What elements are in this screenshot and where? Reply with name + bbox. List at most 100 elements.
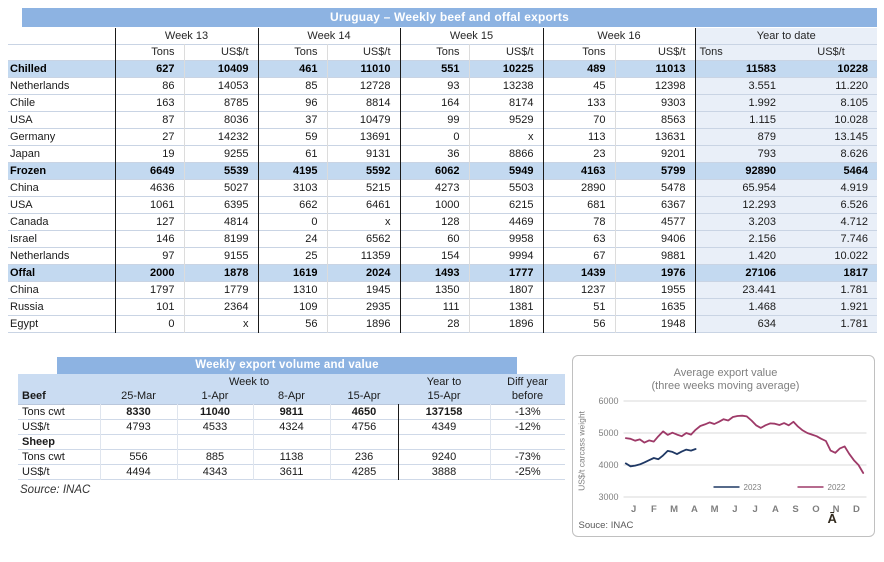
chart-subtitle: (three weeks moving average) (652, 380, 800, 392)
data-cell: 4814 (183, 213, 258, 230)
country-row: Netherlands 97 9155 25 11359 154 9994 67 9881 1.4… (8, 247, 878, 264)
units-header-row: Tons US$/t Tons US$/t Tons US$/t Tons US… (8, 44, 878, 60)
row-label: Offal (8, 264, 115, 281)
data-cell: 2890 (542, 179, 615, 196)
data-cell: 1237 (542, 281, 615, 298)
data-cell: 1619 (257, 264, 327, 281)
row-label: US$/t (22, 420, 50, 433)
volume-table: Week to Year to Diff year Beef 25-Mar 1-… (18, 374, 566, 480)
data-cell: 10409 (183, 60, 258, 77)
y-tick-label: 4000 (598, 460, 618, 470)
data-cell: 1779 (183, 281, 258, 298)
data-cell (329, 434, 399, 449)
country-row: Japan 19 9255 61 9131 36 8866 23 9201 793 8.626 (8, 145, 878, 162)
row-label: Tons cwt (22, 450, 65, 463)
data-cell: 163 (114, 94, 184, 111)
corner-cell (18, 374, 100, 389)
data-cell: 556 (99, 449, 177, 464)
data-cell: 109 (257, 298, 327, 315)
usd-header: US$/t (614, 44, 695, 60)
data-cell: 6649 (114, 162, 184, 179)
chart-source-note: Souce: INAC (579, 520, 634, 531)
data-cell: 1061 (114, 196, 184, 213)
year-to-date-header: Year to date (694, 28, 878, 44)
data-cell: 8563 (614, 111, 695, 128)
data-cell: 3.203 (694, 213, 785, 230)
data-cell: 4.712 (785, 213, 878, 230)
data-cell: 4636 (114, 179, 184, 196)
data-cell: 2024 (326, 264, 400, 281)
data-cell: 14053 (183, 77, 258, 94)
data-cell: 61 (257, 145, 327, 162)
data-cell: 9303 (614, 94, 695, 111)
data-cell: 111 (399, 298, 469, 315)
data-cell: 13691 (326, 128, 400, 145)
data-cell: 8174 (468, 94, 543, 111)
week-14-header: Week 14 (257, 28, 400, 44)
data-cell: 24 (257, 230, 327, 247)
data-cell: 5539 (183, 162, 258, 179)
country-row: Egypt 0 x 56 1896 28 1896 56 1948 634 1.781 (8, 315, 878, 332)
row-label: Tons cwt (22, 405, 65, 418)
data-cell: 1439 (542, 264, 615, 281)
data-cell: -25% (489, 464, 566, 479)
data-cell: 9155 (183, 247, 258, 264)
data-cell: 164 (399, 94, 469, 111)
row-label: Japan (10, 147, 40, 160)
data-cell: 1.921 (785, 298, 878, 315)
data-cell: 6062 (399, 162, 469, 179)
data-cell: 86 (114, 77, 184, 94)
data-cell: 10479 (326, 111, 400, 128)
data-cell: 19 (114, 145, 184, 162)
usd-header: US$/t (183, 44, 258, 60)
data-cell: 59 (257, 128, 327, 145)
data-cell: 8199 (183, 230, 258, 247)
data-cell: 8330 (99, 404, 177, 419)
data-cell (176, 434, 253, 449)
data-cell: 6.526 (785, 196, 878, 213)
data-cell: 85 (257, 77, 327, 94)
category-row: Chilled 627 10409 461 11010 551 10225 489 11013 1… (8, 60, 878, 77)
data-cell: 10228 (785, 60, 878, 77)
data-cell: 4577 (614, 213, 695, 230)
data-cell: 0 (257, 213, 327, 230)
category-row: Offal 2000 1878 1619 2024 1493 1777 1439 1976 271… (8, 264, 878, 281)
section-row: Sheep (18, 434, 566, 449)
data-cell: 5215 (326, 179, 400, 196)
data-cell: 5799 (614, 162, 695, 179)
row-label: Sheep (22, 435, 56, 448)
data-cell: 9958 (468, 230, 543, 247)
data-cell: 4494 (99, 464, 177, 479)
data-cell: 4756 (329, 419, 399, 434)
volume-value-table: Weekly export volume and value Week to Y… (18, 357, 566, 496)
x-tick-label: S (792, 504, 798, 515)
tons-header: Tons (257, 44, 327, 60)
date-header: 25-Mar (121, 390, 156, 403)
data-cell: 11359 (326, 247, 400, 264)
data-cell: 634 (694, 315, 785, 332)
x-tick-label: M (711, 504, 719, 515)
data-cell: 5464 (785, 162, 878, 179)
data-cell: 13631 (614, 128, 695, 145)
before-header: before (511, 390, 544, 403)
x-tick-label: M (670, 504, 678, 515)
row-label: Canada (10, 215, 49, 228)
row-label: Netherlands (10, 249, 70, 262)
country-row: Israel 146 8199 24 6562 60 9958 63 9406 2.156 7.74… (8, 230, 878, 247)
data-cell: 133 (542, 94, 615, 111)
data-cell: 1896 (326, 315, 400, 332)
date-header: 1-Apr (201, 390, 229, 403)
data-cell (397, 434, 491, 449)
chart-title: Average export value (674, 367, 778, 379)
tons-header: Tons (399, 44, 469, 60)
diff-year-header: Diff year (507, 375, 548, 388)
data-cell: 13.145 (785, 128, 878, 145)
data-cell: 12728 (326, 77, 400, 94)
data-cell: 627 (114, 60, 184, 77)
data-cell: 1948 (614, 315, 695, 332)
y-tick-label: 5000 (598, 428, 618, 438)
data-cell: 101 (114, 298, 184, 315)
row-label: Israel (10, 232, 37, 245)
data-cell: 1138 (252, 449, 330, 464)
data-cell: 10.022 (785, 247, 878, 264)
